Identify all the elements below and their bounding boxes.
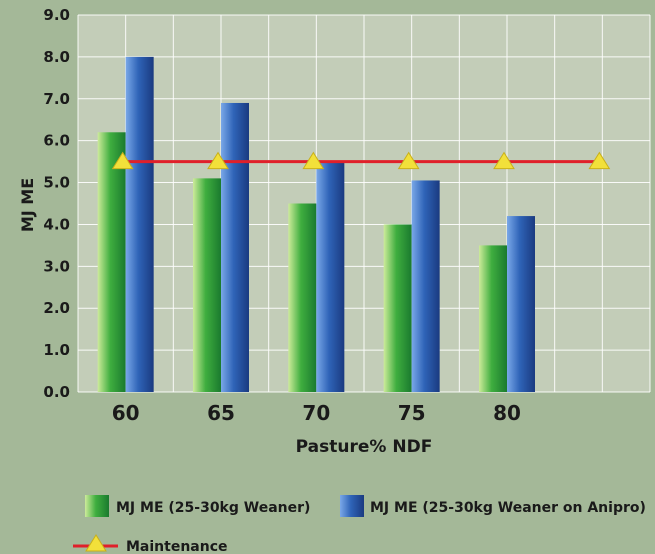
legend-swatch-weaner [85, 495, 109, 517]
bar-anipro [221, 102, 249, 392]
y-axis-label: MJ ME [18, 178, 37, 232]
y-tick-label: 1.0 [43, 341, 70, 359]
x-tick-label: 80 [493, 401, 521, 425]
y-tick-label: 4.0 [43, 215, 70, 233]
y-tick-label: 2.0 [43, 299, 70, 317]
legend: MJ ME (25-30kg Weaner) MJ ME (25-30kg We… [73, 495, 646, 554]
bar-anipro [507, 216, 535, 392]
y-tick-label: 9.0 [43, 6, 70, 24]
legend-label-maintenance: Maintenance [126, 539, 228, 554]
legend-item-anipro: MJ ME (25-30kg Weaner on Anipro) [340, 495, 646, 517]
x-tick-label: 65 [207, 401, 235, 425]
y-tick-label: 6.0 [43, 132, 70, 150]
y-tick-label: 0.0 [43, 383, 70, 401]
maintenance-marker [207, 151, 229, 170]
bar-weaner [193, 178, 221, 392]
y-tick-label: 7.0 [43, 90, 70, 108]
y-tick-labels: 0.0 1.0 2.0 3.0 4.0 5.0 6.0 7.0 8.0 9.0 [43, 6, 70, 401]
bars [97, 56, 535, 393]
maintenance-series [111, 151, 611, 170]
x-tick-label: 70 [302, 401, 330, 425]
y-tick-label: 5.0 [43, 174, 70, 192]
legend-item-weaner: MJ ME (25-30kg Weaner) [85, 495, 310, 517]
maintenance-marker [397, 151, 420, 170]
legend-item-maintenance: Maintenance [73, 534, 228, 554]
x-tick-label: 75 [398, 401, 426, 425]
legend-maintenance-marker [85, 534, 107, 552]
bar-anipro [125, 56, 154, 393]
y-tick-label: 3.0 [43, 257, 70, 275]
bar-anipro [316, 161, 345, 392]
legend-label-weaner: MJ ME (25-30kg Weaner) [116, 500, 310, 516]
x-axis-label: Pasture% NDF [296, 437, 433, 457]
maintenance-marker [588, 151, 611, 170]
x-tick-labels: 60 65 70 75 80 [112, 401, 521, 425]
bar-weaner [479, 245, 507, 392]
maintenance-marker [302, 151, 325, 170]
bar-weaner [97, 132, 126, 393]
bar-weaner [288, 203, 317, 392]
bar-weaner [383, 224, 412, 392]
maintenance-marker [493, 151, 515, 170]
legend-swatch-anipro [340, 495, 364, 517]
y-tick-label: 8.0 [43, 48, 70, 66]
maintenance-marker [111, 151, 134, 170]
bar-anipro [411, 180, 440, 392]
x-tick-label: 60 [112, 401, 140, 425]
legend-label-anipro: MJ ME (25-30kg Weaner on Anipro) [370, 500, 646, 516]
